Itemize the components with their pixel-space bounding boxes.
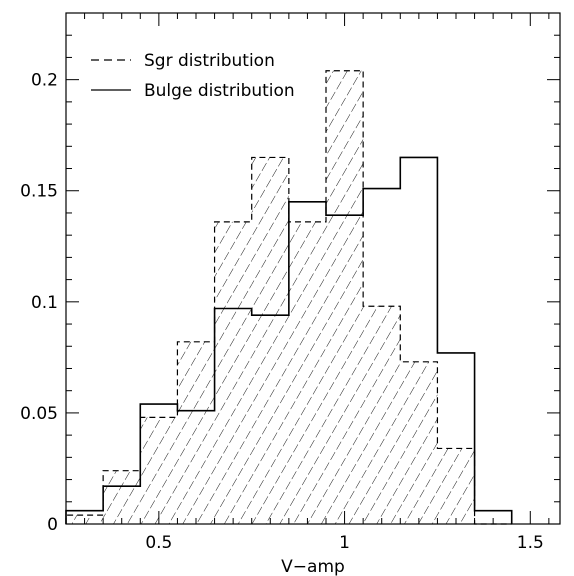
sgr-bar <box>177 341 215 524</box>
x-tick-label: 0.5 <box>145 533 172 553</box>
sgr-bar <box>437 448 475 524</box>
x-tick-label: 1.5 <box>517 533 544 553</box>
axis-ticks <box>65 12 560 525</box>
y-tick-label: 0.05 <box>20 404 58 424</box>
bulge-series <box>65 156 513 524</box>
legend: Sgr distribution Bulge distribution <box>91 51 295 101</box>
bulge-outline <box>65 156 513 524</box>
tick-labels: 0.5 1 1.5 0 0.05 0.1 0.15 0.2 <box>20 71 544 553</box>
y-tick-label: 0 <box>47 515 58 535</box>
sgr-bar <box>363 306 401 524</box>
sgr-bar <box>400 361 438 524</box>
y-tick-label: 0.2 <box>31 71 58 91</box>
plot-frame <box>65 12 561 525</box>
sgr-bar <box>103 470 141 524</box>
legend-label-bulge: Bulge distribution <box>144 81 295 101</box>
y-tick-label: 0.15 <box>20 182 58 202</box>
sgr-bar <box>251 157 289 525</box>
sgr-bar <box>140 417 178 524</box>
sgr-bar <box>326 70 364 524</box>
sgr-bar <box>214 221 252 524</box>
sgr-bar <box>288 221 326 524</box>
x-axis-label: V−amp <box>281 557 345 576</box>
y-tick-label: 0.1 <box>31 293 58 313</box>
sgr-outline <box>65 70 512 525</box>
legend-label-sgr: Sgr distribution <box>144 51 275 71</box>
sgr-series <box>65 70 512 525</box>
x-tick-label: 1 <box>339 533 350 553</box>
